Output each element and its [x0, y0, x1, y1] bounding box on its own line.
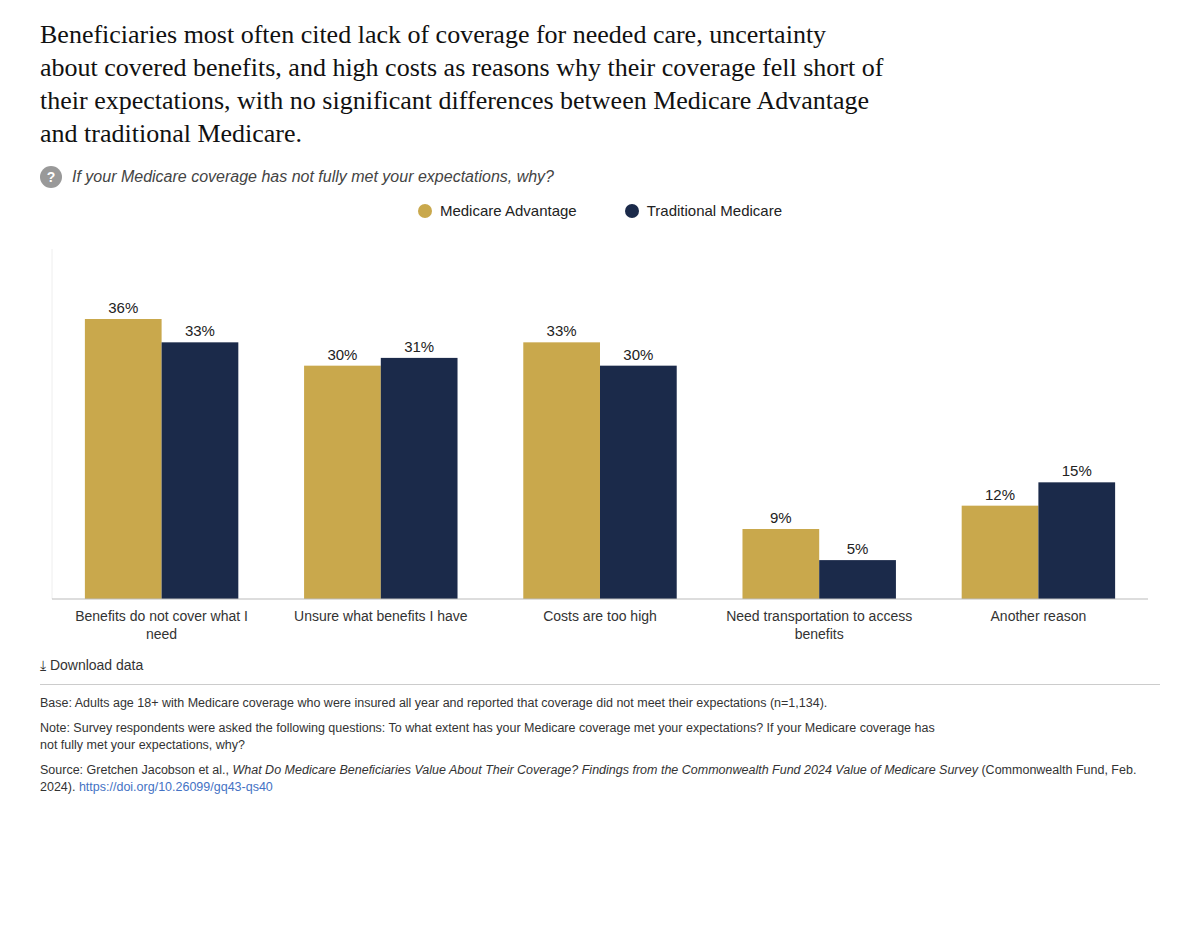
- x-tick-label: Unsure what benefits I have: [294, 608, 468, 624]
- bar: [600, 366, 677, 599]
- separator: [40, 684, 1160, 685]
- data-label: 9%: [770, 509, 792, 526]
- data-label: 5%: [847, 540, 869, 557]
- data-label: 31%: [404, 338, 434, 355]
- question-icon: ?: [40, 166, 62, 188]
- note-text: Note: Survey respondents were asked the …: [40, 720, 1160, 754]
- data-label: 36%: [108, 299, 138, 316]
- x-tick-label-line: need: [146, 626, 177, 642]
- base-text: Base: Adults age 18+ with Medicare cover…: [40, 695, 1160, 712]
- bar: [1038, 482, 1115, 599]
- data-label: 15%: [1062, 462, 1092, 479]
- footer: Base: Adults age 18+ with Medicare cover…: [40, 695, 1160, 796]
- subtitle: If your Medicare coverage has not fully …: [72, 168, 554, 186]
- source-part: Source: Gretchen Jacobson et al.,: [40, 763, 232, 777]
- x-tick-label-line: Another reason: [991, 608, 1087, 624]
- download-link: ⤓ Download data: [40, 657, 1160, 674]
- bar: [85, 319, 162, 599]
- legend-label: Medicare Advantage: [440, 202, 577, 219]
- bar: [381, 358, 458, 599]
- x-tick-label-line: Need transportation to access: [726, 608, 912, 624]
- title-line: about covered benefits, and high costs a…: [40, 51, 1160, 84]
- title-line: their expectations, with no significant …: [40, 84, 1160, 117]
- source-text: Source: Gretchen Jacobson et al., What D…: [40, 762, 1160, 796]
- x-tick-label: Costs are too high: [543, 608, 657, 624]
- data-labels: 36% 30% 33% 9% 12% 33% 31% 30% 5% 15%: [108, 299, 1092, 557]
- legend: Medicare Advantage Traditional Medicare: [40, 202, 1160, 219]
- data-label: 30%: [327, 346, 357, 363]
- title-block: Beneficiaries most often cited lack of c…: [40, 18, 1160, 150]
- bar: [162, 342, 239, 599]
- chart: 36% 30% 33% 9% 12% 33% 31% 30% 5% 15% Benefits do …: [40, 225, 1160, 655]
- data-label: 33%: [547, 322, 577, 339]
- data-label: 33%: [185, 322, 215, 339]
- bar: [523, 342, 600, 599]
- legend-swatch: [418, 204, 432, 218]
- x-tick-label-line: Unsure what benefits I have: [294, 608, 468, 624]
- bar: [819, 560, 896, 599]
- x-tick-label-line: benefits: [795, 626, 844, 642]
- bar: [304, 366, 381, 599]
- x-axis-line: [52, 599, 1148, 600]
- x-tick-label: Another reason: [991, 608, 1087, 624]
- title-line: Beneficiaries most often cited lack of c…: [40, 18, 1160, 51]
- legend-swatch: [625, 204, 639, 218]
- legend-item: Medicare Advantage: [418, 202, 577, 219]
- question-row: ? If your Medicare coverage has not fully…: [40, 166, 1160, 188]
- legend-label: Traditional Medicare: [647, 202, 782, 219]
- x-tick-label-line: Benefits do not cover what I: [75, 608, 248, 624]
- bars: [85, 319, 1115, 599]
- data-label: 12%: [985, 486, 1015, 503]
- legend-item: Traditional Medicare: [625, 202, 782, 219]
- x-tick-label: Benefits do not cover what I need: [75, 608, 248, 642]
- bar: [742, 529, 819, 599]
- bar: [962, 506, 1039, 599]
- x-tick-label-line: Costs are too high: [543, 608, 657, 624]
- title-line: and traditional Medicare.: [40, 117, 1160, 150]
- x-tick-label: Need transportation to access benefits: [726, 608, 912, 642]
- source-part: https://doi.org/10.26099/gq43-qs40: [79, 780, 273, 794]
- y-axis-line: [52, 249, 53, 599]
- source-part: What Do Medicare Beneficiaries Value Abo…: [232, 763, 978, 777]
- data-label: 30%: [623, 346, 653, 363]
